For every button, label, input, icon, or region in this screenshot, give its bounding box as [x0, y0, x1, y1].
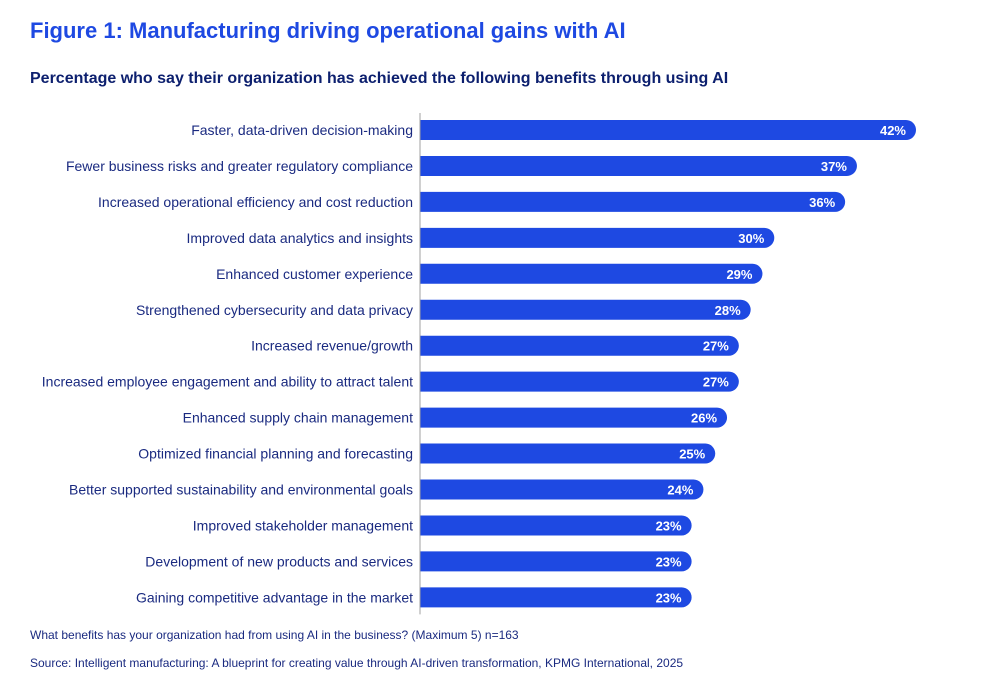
bar: [420, 479, 704, 500]
value-label: 26%: [691, 411, 717, 426]
category-label: Enhanced customer experience: [216, 266, 413, 282]
category-label: Optimized financial planning and forecas…: [138, 446, 413, 462]
bars-layer: Faster, data-driven decision-making 42% Fe…: [42, 120, 916, 608]
value-label: 29%: [726, 267, 752, 282]
value-label: 25%: [679, 447, 705, 462]
category-label: Improved data analytics and insights: [187, 230, 413, 246]
value-label: 27%: [703, 339, 729, 354]
bar: [420, 191, 846, 212]
value-label: 24%: [667, 483, 693, 498]
value-label: 23%: [656, 590, 682, 605]
category-label: Increased employee engagement and abilit…: [42, 374, 413, 390]
category-label: Increased operational efficiency and cos…: [98, 194, 413, 210]
value-label: 36%: [809, 195, 835, 210]
bar: [420, 587, 692, 608]
category-label: Development of new products and services: [145, 553, 413, 569]
bar: [420, 551, 692, 572]
bar: [420, 443, 716, 464]
bar: [420, 335, 739, 356]
value-label: 37%: [821, 159, 847, 174]
value-label: 30%: [738, 231, 764, 246]
category-label: Fewer business risks and greater regulat…: [66, 158, 413, 174]
category-label: Enhanced supply chain management: [183, 410, 413, 426]
bar: [420, 407, 728, 428]
category-label: Increased revenue/growth: [251, 338, 413, 354]
value-label: 27%: [703, 375, 729, 390]
survey-question-note: What benefits has your organization had …: [30, 628, 519, 642]
value-label: 28%: [715, 303, 741, 318]
bar: [420, 227, 775, 248]
category-label: Strengthened cybersecurity and data priv…: [136, 302, 413, 318]
category-label: Better supported sustainability and envi…: [69, 482, 413, 498]
bar: [420, 371, 739, 392]
category-label: Improved stakeholder management: [193, 517, 413, 533]
category-label: Gaining competitive advantage in the mar…: [136, 589, 413, 605]
source-note: Source: Intelligent manufacturing: A blu…: [30, 656, 684, 670]
bar: [420, 299, 751, 320]
bar: [420, 120, 916, 140]
figure-title: Figure 1: Manufacturing driving operatio…: [30, 18, 626, 43]
bar: [420, 155, 857, 176]
value-label: 23%: [656, 518, 682, 533]
bar: [420, 263, 763, 284]
chart-subtitle: Percentage who say their organization ha…: [30, 70, 729, 87]
value-label: 42%: [880, 123, 906, 138]
value-label: 23%: [656, 554, 682, 569]
bar: [420, 515, 692, 536]
category-label: Faster, data-driven decision-making: [191, 122, 413, 138]
